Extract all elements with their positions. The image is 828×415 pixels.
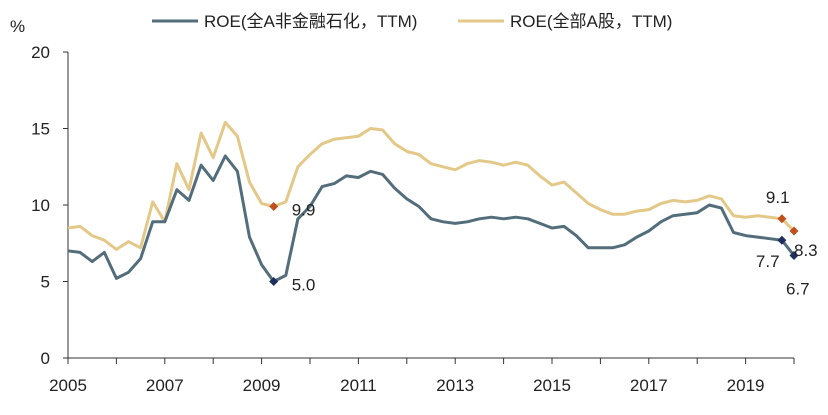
data-label-1: 5.0 <box>292 276 316 295</box>
legend-label-1: ROE(全部A股，TTM) <box>510 12 672 31</box>
marker-layer <box>269 202 799 286</box>
point-marker-0 <box>269 202 279 212</box>
data-label-5: 6.7 <box>786 279 810 298</box>
series-line-1 <box>67 120 796 251</box>
x-tick-label: 2009 <box>243 376 281 395</box>
x-tick-label: 2007 <box>146 376 184 395</box>
x-tick-label: 2011 <box>340 376 377 395</box>
x-tick-label: 2019 <box>727 376 765 395</box>
series-line-0 <box>67 154 796 283</box>
y-axis-unit-label: % <box>10 17 25 36</box>
y-tick-label: 20 <box>31 43 50 62</box>
x-tick-label: 2005 <box>49 376 87 395</box>
series-layer <box>67 120 796 283</box>
y-tick-label: 10 <box>31 196 50 215</box>
data-label-0: 9.9 <box>292 201 316 220</box>
data-label-2: 9.1 <box>766 188 790 207</box>
axes: % 0 5 10 15 20 2005 2007 2009 2011 2013 2015 2017 20… <box>10 17 795 395</box>
point-marker-2 <box>777 214 787 224</box>
point-marker-3 <box>777 235 787 245</box>
legend: ROE(全A非金融石化，TTM) ROE(全部A股，TTM) <box>152 12 672 31</box>
point-marker-5 <box>789 250 799 260</box>
label-layer: 9.9 5.0 9.1 7.7 8.3 6.7 <box>292 188 818 299</box>
data-label-3: 7.7 <box>756 252 780 271</box>
y-tick-label: 0 <box>41 349 50 368</box>
x-tick-label: 2017 <box>630 376 668 395</box>
x-tick-label: 2013 <box>436 376 474 395</box>
x-tick-label: 2015 <box>533 376 571 395</box>
data-label-4: 8.3 <box>794 241 818 260</box>
point-marker-4 <box>789 226 799 236</box>
y-tick-label: 15 <box>31 120 50 139</box>
y-tick-label: 5 <box>41 273 50 292</box>
point-marker-1 <box>269 277 279 286</box>
legend-label-0: ROE(全A非金融石化，TTM) <box>204 12 417 31</box>
